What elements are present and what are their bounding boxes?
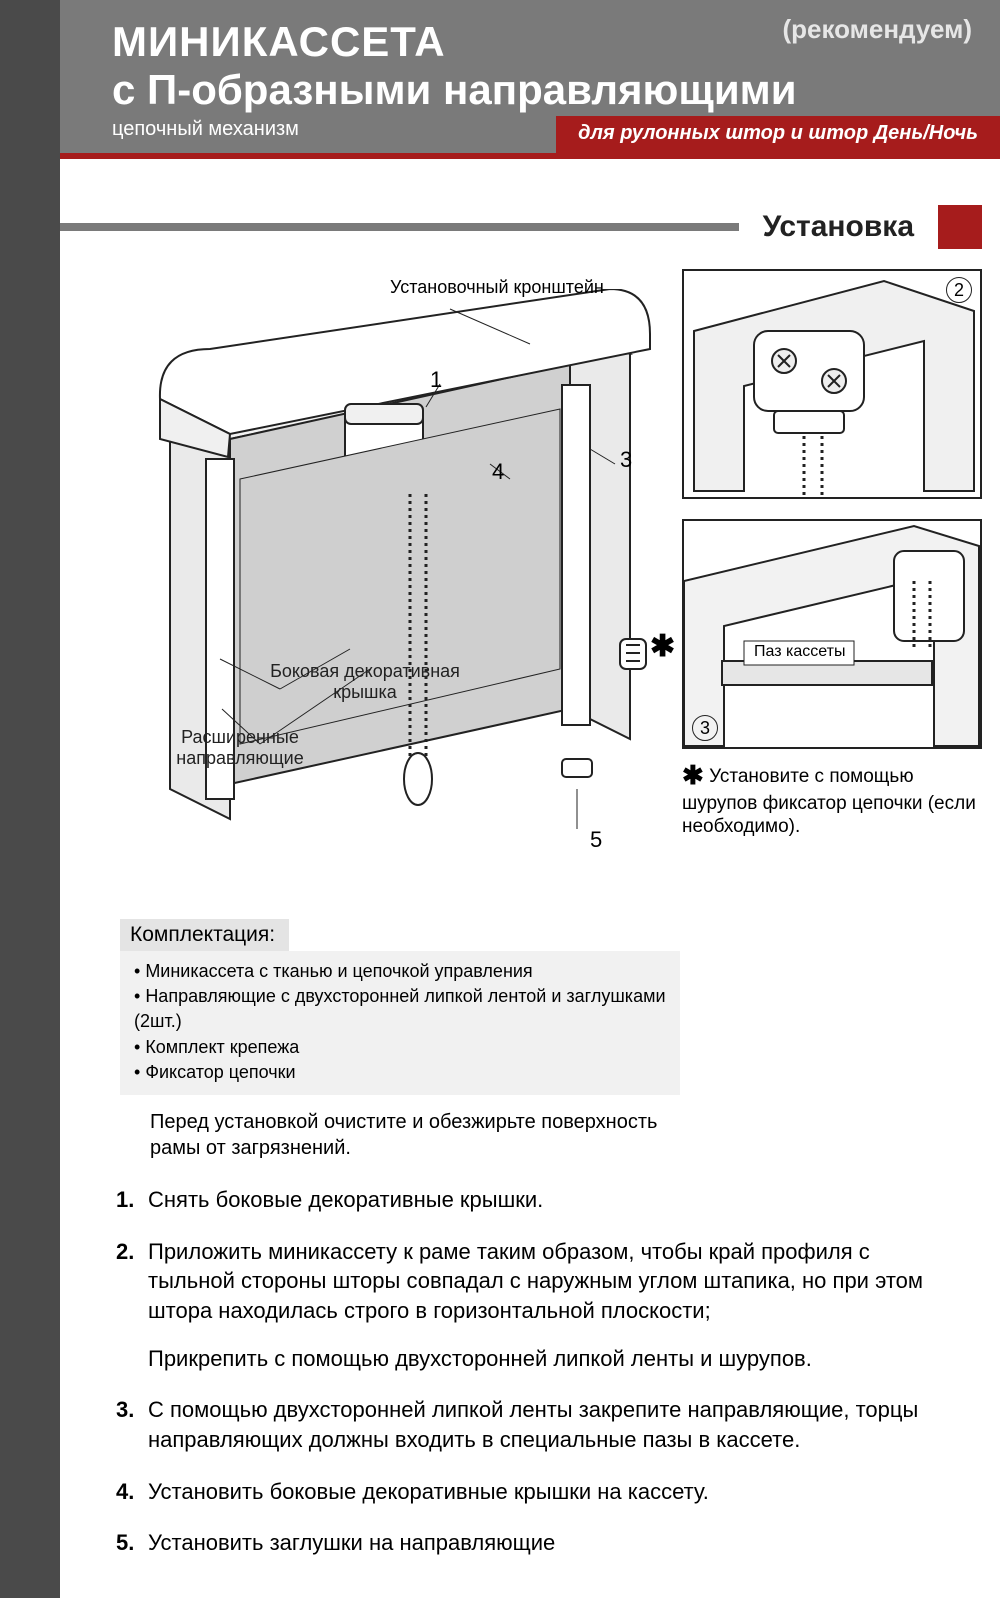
grey-line [60,223,739,231]
subtitle-row: цепочный механизм для рулонных штор и шт… [112,116,972,153]
page: (рекомендуем) МИНИКАССЕТА с П-образными … [0,0,1000,1598]
inset-3-svg [684,521,984,751]
kit-item: Направляющие с двухсторонней липкой лент… [134,984,666,1034]
step-num: 1. [116,1185,148,1215]
inset-3-num: 3 [692,715,718,741]
step-text: Снять боковые декоративные крышки. [148,1185,960,1215]
star-note-text: Установите с помощью шурупов фиксатор це… [682,766,976,837]
guides-label: Расширенные направляющие [160,727,320,768]
red-square [938,205,982,249]
step: 3. С помощью двухсторонней липкой ленты … [116,1395,960,1454]
side-cover-label: Боковая декоративная крышка [260,661,470,702]
inset-2: 2 [682,269,982,499]
section-label: Установка [739,210,938,244]
step-num: 5. [116,1528,148,1558]
recommend-label: (рекомендуем) [782,14,972,45]
inset-3: 3 Паз [682,519,982,749]
step-text: Установить заглушки на направляющие [148,1528,960,1558]
diagram-area: Установочный кронштейн 1 3 4 5 ✱ Боковая… [60,259,1000,919]
num-1: 1 [430,367,442,393]
pre-install-note: Перед установкой очистите и обезжирьте п… [150,1109,710,1161]
bracket-label: Установочный кронштейн [390,277,604,298]
star-marker: ✱ [650,629,675,664]
num-5: 5 [590,827,602,853]
kit-item: Комплект крепежа [134,1035,666,1060]
kit-box: Комплектация: Миникассета с тканью и цеп… [120,919,680,1095]
num-4: 4 [492,459,504,485]
inset-2-svg [684,271,984,501]
steps-list: 1. Снять боковые декоративные крышки. 2.… [116,1185,960,1558]
left-strip [0,0,60,1598]
step: 4. Установить боковые декоративные крышк… [116,1477,960,1507]
main-content: (рекомендуем) МИНИКАССЕТА с П-образными … [60,0,1000,1598]
title-line-2: с П-образными направляющими [112,66,972,114]
red-strip-label: для рулонных штор и штор День/Ночь [556,116,1000,153]
kit-item: Фиксатор цепочки [134,1060,666,1085]
num-3: 3 [620,447,632,473]
step: 5. Установить заглушки на направляющие [116,1528,960,1558]
step: 1. Снять боковые декоративные крышки. [116,1185,960,1215]
star-icon: ✱ [682,760,704,790]
step-num: 4. [116,1477,148,1507]
header: (рекомендуем) МИНИКАССЕТА с П-образными … [60,0,1000,153]
step-num: 3. [116,1395,148,1454]
asterisk-note: ✱ Установите с помощью шурупов фиксатор … [682,759,982,839]
slot-label: Паз кассеты [754,643,845,661]
kit-item: Миникассета с тканью и цепочкой управлен… [134,959,666,984]
step-text: Установить боковые декоративные крышки н… [148,1477,960,1507]
step: 2. Приложить миникассету к раме таким об… [116,1237,960,1374]
step-text: С помощью двухсторонней липкой ленты зак… [148,1395,960,1454]
red-divider [60,153,1000,159]
kit-list: Миникассета с тканью и цепочкой управлен… [120,951,680,1095]
subtitle: цепочный механизм [112,118,299,151]
step-text: Приложить миникассету к раме таким образ… [148,1237,960,1374]
step-subtext: Прикрепить с помощью двухсторонней липко… [148,1344,960,1374]
step-num: 2. [116,1237,148,1374]
inset-2-num: 2 [946,277,972,303]
section-heading: Установка [60,205,982,249]
kit-title: Комплектация: [120,919,289,951]
